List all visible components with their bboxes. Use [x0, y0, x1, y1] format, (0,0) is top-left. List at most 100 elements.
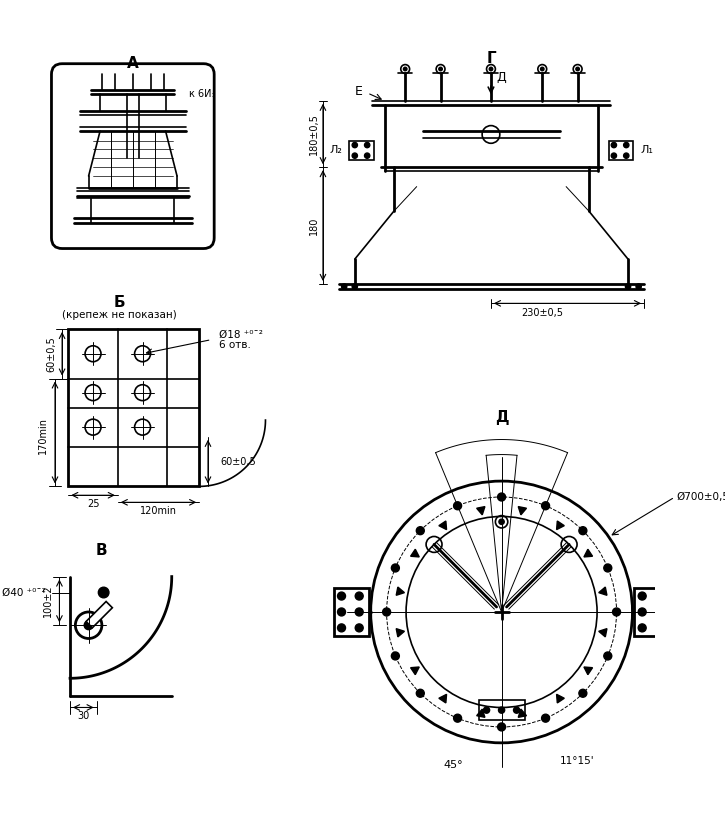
- Circle shape: [638, 592, 646, 600]
- Text: Д: Д: [497, 71, 507, 84]
- Text: к 6И₁: к 6И₁: [188, 88, 215, 99]
- Circle shape: [579, 527, 587, 534]
- Bar: [68, 329, 199, 487]
- Circle shape: [626, 284, 631, 289]
- Circle shape: [365, 142, 370, 148]
- Text: 60±0,5: 60±0,5: [220, 457, 256, 467]
- Text: 6 отв.: 6 отв.: [219, 340, 250, 350]
- Circle shape: [383, 608, 391, 616]
- Polygon shape: [410, 667, 419, 675]
- Text: Ø18 ⁺⁰ˉ²: Ø18 ⁺⁰ˉ²: [219, 330, 262, 340]
- Circle shape: [611, 142, 616, 148]
- Polygon shape: [396, 587, 405, 596]
- Circle shape: [439, 67, 442, 71]
- Circle shape: [542, 714, 550, 722]
- Circle shape: [416, 689, 424, 697]
- Polygon shape: [439, 521, 447, 529]
- Text: 45°: 45°: [443, 760, 463, 770]
- Polygon shape: [86, 601, 112, 628]
- Circle shape: [656, 608, 664, 616]
- Polygon shape: [518, 506, 526, 515]
- Text: Б: Б: [114, 295, 125, 310]
- Circle shape: [392, 652, 399, 660]
- Circle shape: [613, 608, 621, 616]
- Polygon shape: [599, 587, 607, 596]
- Polygon shape: [584, 549, 592, 557]
- Text: 180: 180: [309, 216, 319, 235]
- Circle shape: [499, 519, 504, 525]
- Text: 100±2: 100±2: [43, 584, 53, 617]
- Text: 170min: 170min: [38, 416, 48, 453]
- Circle shape: [352, 153, 357, 159]
- Polygon shape: [476, 709, 485, 717]
- Circle shape: [355, 624, 363, 632]
- Circle shape: [355, 592, 363, 600]
- Circle shape: [576, 67, 579, 71]
- Circle shape: [497, 493, 505, 501]
- Circle shape: [99, 587, 109, 598]
- Circle shape: [84, 621, 93, 629]
- Circle shape: [416, 527, 424, 534]
- Circle shape: [624, 153, 629, 159]
- Circle shape: [338, 592, 346, 600]
- Circle shape: [624, 142, 629, 148]
- Text: Д: Д: [495, 410, 508, 425]
- Circle shape: [638, 608, 646, 616]
- Circle shape: [355, 608, 363, 616]
- Polygon shape: [476, 506, 485, 515]
- Circle shape: [604, 652, 612, 660]
- Polygon shape: [396, 629, 405, 637]
- Circle shape: [656, 592, 664, 600]
- FancyBboxPatch shape: [51, 64, 214, 249]
- Polygon shape: [410, 549, 419, 557]
- Text: А: А: [127, 56, 138, 71]
- Text: 120min: 120min: [140, 506, 177, 516]
- Circle shape: [392, 564, 399, 572]
- Circle shape: [541, 67, 544, 71]
- Circle shape: [454, 501, 462, 510]
- Circle shape: [636, 284, 642, 289]
- Bar: [349, 140, 374, 160]
- Circle shape: [352, 284, 357, 289]
- Text: 11°15': 11°15': [560, 756, 594, 766]
- Circle shape: [497, 723, 505, 731]
- Polygon shape: [518, 709, 526, 717]
- Bar: [634, 588, 670, 636]
- Circle shape: [656, 624, 664, 632]
- Circle shape: [638, 624, 646, 632]
- Circle shape: [579, 689, 587, 697]
- Polygon shape: [439, 695, 447, 703]
- Circle shape: [341, 284, 347, 289]
- Text: 30: 30: [77, 711, 89, 721]
- Text: Ø700±0,5: Ø700±0,5: [676, 492, 725, 502]
- Text: Л₁: Л₁: [640, 145, 653, 155]
- Text: (крепеж не показан): (крепеж не показан): [62, 310, 177, 320]
- Bar: [334, 588, 369, 636]
- Text: Ø40 ⁺⁰ˉ²: Ø40 ⁺⁰ˉ²: [2, 587, 46, 597]
- Circle shape: [454, 714, 462, 722]
- Text: Г: Г: [486, 51, 496, 66]
- Bar: [478, 700, 525, 719]
- Circle shape: [352, 142, 357, 148]
- Bar: [608, 140, 634, 160]
- Text: Е: Е: [355, 84, 362, 97]
- Polygon shape: [584, 667, 592, 675]
- Polygon shape: [599, 629, 607, 637]
- Circle shape: [365, 153, 370, 159]
- Circle shape: [499, 707, 505, 713]
- Circle shape: [403, 67, 407, 71]
- Polygon shape: [557, 521, 564, 529]
- Circle shape: [484, 707, 489, 713]
- Polygon shape: [557, 695, 564, 703]
- Circle shape: [338, 624, 346, 632]
- Text: 25: 25: [87, 499, 99, 509]
- Text: 230±0,5: 230±0,5: [521, 308, 563, 318]
- Circle shape: [338, 608, 346, 616]
- Text: 180±0,5: 180±0,5: [309, 113, 319, 155]
- Circle shape: [489, 67, 493, 71]
- Circle shape: [611, 153, 616, 159]
- Circle shape: [513, 707, 520, 713]
- Text: 60±0,5: 60±0,5: [46, 336, 57, 372]
- Circle shape: [604, 564, 612, 572]
- Circle shape: [542, 501, 550, 510]
